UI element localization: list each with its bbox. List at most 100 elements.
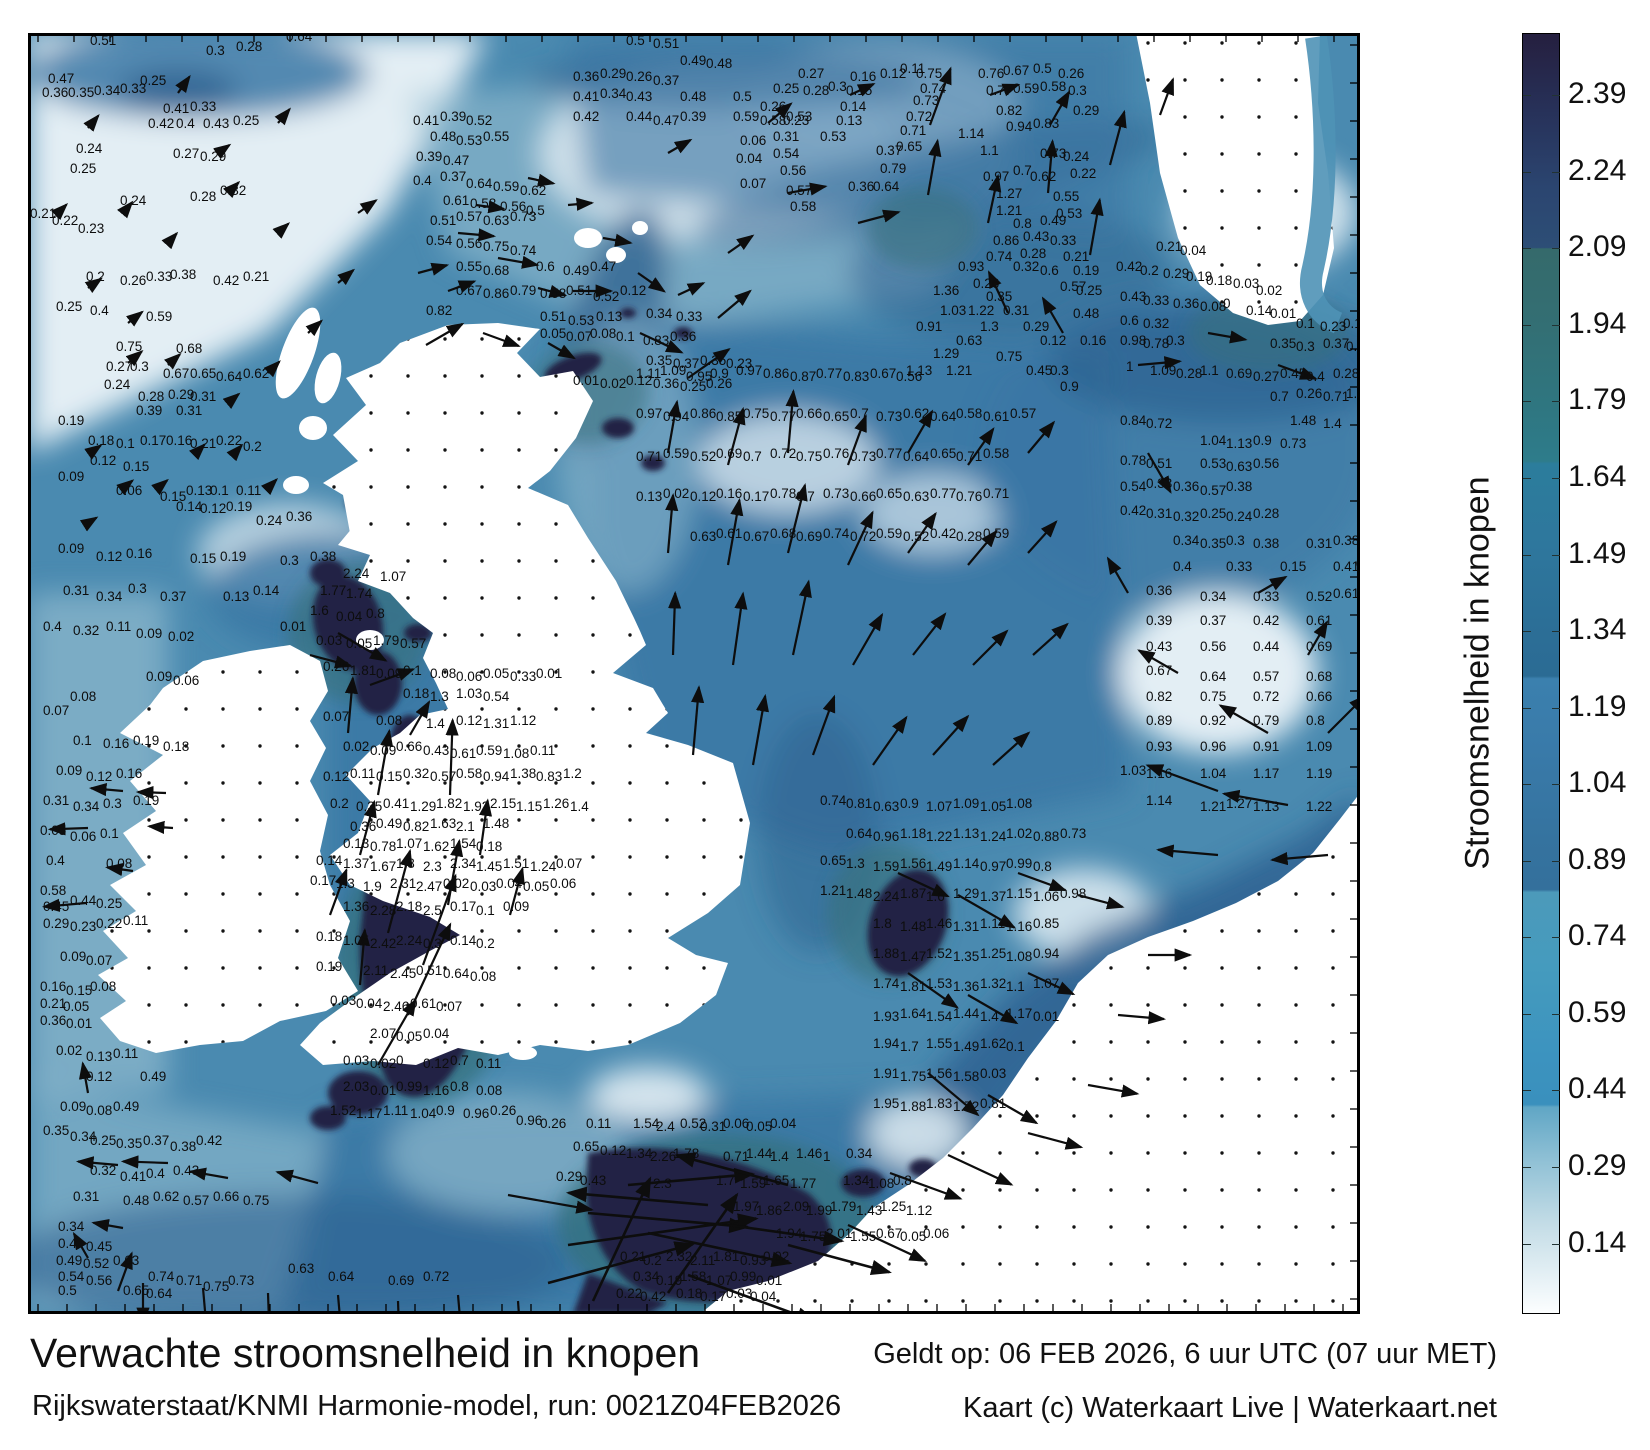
colorbar-tick-label: 1.94 [1568,306,1627,340]
svg-text:0.59: 0.59 [733,109,759,124]
svg-text:0.26: 0.26 [1058,66,1084,81]
svg-text:2.4: 2.4 [656,1119,675,1134]
colorbar-tick [1552,478,1560,479]
svg-text:0.9: 0.9 [710,366,729,381]
svg-text:0.7: 0.7 [450,1053,469,1068]
svg-text:0.38: 0.38 [170,1139,196,1154]
colorbar-tick [1552,1243,1560,1245]
svg-text:0.87: 0.87 [790,369,816,384]
svg-text:0.42: 0.42 [640,1289,666,1304]
svg-text:0.98: 0.98 [1060,886,1086,901]
svg-text:0.75: 0.75 [796,449,822,464]
svg-text:0.5: 0.5 [58,1283,77,1298]
svg-text:0.57: 0.57 [430,769,456,784]
svg-text:0.4: 0.4 [413,173,432,188]
svg-text:1.47: 1.47 [900,949,926,964]
svg-text:0.43: 0.43 [203,116,229,131]
svg-text:0.51: 0.51 [416,963,442,978]
svg-text:2.24: 2.24 [396,933,423,948]
svg-text:0.29: 0.29 [600,66,626,81]
svg-text:0.3: 0.3 [206,43,225,58]
svg-text:0.71: 0.71 [900,123,926,138]
svg-text:0.57: 0.57 [456,209,482,224]
svg-text:0.96: 0.96 [463,1106,489,1121]
svg-text:1.29: 1.29 [410,799,436,814]
svg-text:0.74: 0.74 [148,1269,175,1284]
colorbar-tick-label: 2.09 [1568,230,1627,264]
svg-text:1.88: 1.88 [900,1099,926,1114]
svg-text:0.05: 0.05 [63,999,89,1014]
svg-text:0.3: 0.3 [1068,83,1087,98]
svg-text:0.71: 0.71 [983,486,1009,501]
svg-text:0.37: 0.37 [143,1133,169,1148]
svg-text:0.66: 0.66 [213,1189,239,1204]
svg-text:1.94: 1.94 [776,1226,803,1241]
colorbar-tick [1523,1013,1531,1015]
svg-text:0.7: 0.7 [1270,389,1289,404]
svg-text:0.37: 0.37 [1323,336,1349,351]
svg-text:0.03: 0.03 [1233,276,1259,291]
svg-text:0.4: 0.4 [176,116,195,131]
svg-text:0.71: 0.71 [723,1149,749,1164]
svg-text:0.63: 0.63 [1226,459,1252,474]
svg-text:0.28: 0.28 [803,83,829,98]
svg-text:0.13: 0.13 [186,483,212,498]
svg-text:1.6: 1.6 [926,889,945,904]
svg-text:0.74: 0.74 [823,526,850,541]
svg-text:0.67: 0.67 [743,529,769,544]
svg-text:0.36: 0.36 [1146,583,1172,598]
svg-text:0.19: 0.19 [58,413,84,428]
svg-text:0.03: 0.03 [726,1286,752,1301]
colorbar-tick-label: 1.34 [1568,613,1627,647]
svg-text:0.09: 0.09 [136,626,162,641]
svg-text:0.08: 0.08 [376,713,402,728]
svg-text:0.58: 0.58 [760,113,786,128]
svg-text:0.11: 0.11 [530,743,555,758]
svg-text:0.17: 0.17 [140,433,166,448]
svg-text:0.57: 0.57 [786,183,812,198]
svg-text:0.13: 0.13 [223,589,249,604]
colorbar-tick [1552,95,1560,97]
svg-text:2.5: 2.5 [423,903,442,918]
svg-text:0.56: 0.56 [1200,639,1226,654]
svg-text:0.08: 0.08 [470,969,496,984]
svg-text:1.17: 1.17 [356,1106,382,1121]
svg-text:0.12: 0.12 [690,489,716,504]
svg-text:0.28: 0.28 [1333,366,1359,381]
svg-text:1: 1 [823,1149,831,1164]
svg-text:0.08: 0.08 [86,1103,112,1118]
svg-text:0.77: 0.77 [986,83,1012,98]
svg-text:0.26: 0.26 [1296,386,1322,401]
svg-text:0.56: 0.56 [780,163,806,178]
svg-text:1.2: 1.2 [1346,386,1360,401]
svg-text:0.03: 0.03 [330,993,356,1008]
svg-text:0.52: 0.52 [466,113,492,128]
svg-text:0.38: 0.38 [1333,533,1359,548]
sea-current-map: 0.510.3 0.280.640.470.36 0.35 0.34 0.330.250… [28,33,1360,1314]
svg-text:0.4: 0.4 [146,1166,165,1181]
svg-text:1.1: 1.1 [980,143,999,158]
svg-text:1.8: 1.8 [873,916,892,931]
svg-text:2.32: 2.32 [666,1249,692,1264]
svg-text:0.82: 0.82 [426,303,452,318]
svg-text:0.06: 0.06 [550,876,576,891]
svg-text:0.04: 0.04 [496,876,523,891]
svg-text:0.74: 0.74 [510,243,537,258]
svg-text:1.53: 1.53 [926,976,952,991]
svg-text:0.67: 0.67 [1146,663,1172,678]
svg-text:0.54: 0.54 [773,146,800,161]
svg-text:0.18: 0.18 [676,1286,702,1301]
svg-text:0.2: 0.2 [476,936,495,951]
svg-text:0.68: 0.68 [176,341,202,356]
colorbar-tick [1523,554,1531,556]
svg-text:1.6: 1.6 [310,603,329,618]
svg-text:0.18: 0.18 [403,686,429,701]
svg-text:0.83: 0.83 [1033,116,1059,131]
svg-text:0.07: 0.07 [556,856,582,871]
svg-text:0.32: 0.32 [220,183,246,198]
svg-text:0.28: 0.28 [1020,246,1046,261]
svg-text:0.16: 0.16 [1343,316,1360,331]
colorbar-tick [1523,631,1531,633]
svg-text:1.44: 1.44 [746,1146,773,1161]
svg-text:0.09: 0.09 [146,669,172,684]
